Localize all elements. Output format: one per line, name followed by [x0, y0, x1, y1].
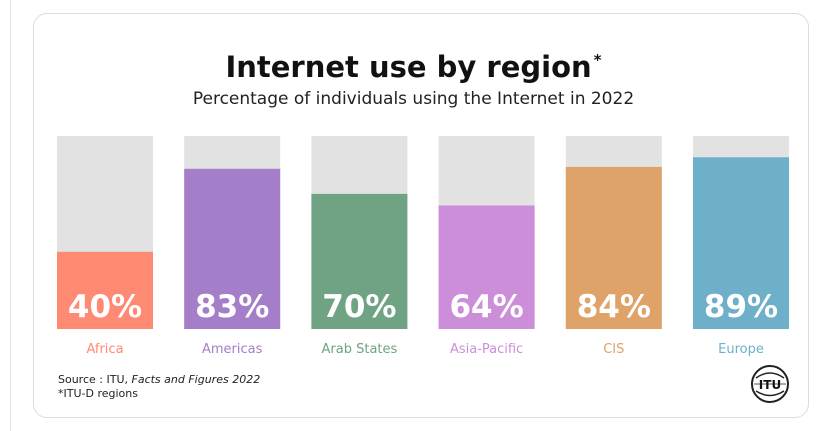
bar: [693, 157, 789, 329]
bar: [311, 193, 408, 329]
source-note: Source : ITU, Facts and Figures 2022: [58, 373, 261, 386]
bar-value-label: 70%: [322, 289, 396, 325]
chart-card: [33, 13, 809, 418]
category-label: Americas: [202, 342, 263, 357]
bar-value-label: 64%: [449, 289, 523, 325]
category-label: Africa: [86, 342, 123, 357]
chart-subtitle: Percentage of individuals using the Inte…: [192, 89, 635, 109]
bar: [565, 166, 662, 329]
regions-note: *ITU-D regions: [58, 387, 138, 400]
category-label: Asia-Pacific: [450, 342, 523, 357]
bar: [438, 205, 535, 329]
bar-value-label: 84%: [577, 289, 651, 325]
itu-logo-text: ITU: [759, 378, 781, 392]
category-label: Europe: [718, 342, 764, 357]
title-footnote-mark: *: [593, 51, 602, 69]
itu-logo-icon: ITU: [751, 365, 789, 403]
category-label: CIS: [603, 342, 624, 357]
bar: [184, 168, 281, 329]
category-label: Arab States: [322, 342, 398, 357]
bar-value-label: 40%: [68, 289, 142, 325]
bar: [57, 251, 153, 329]
left-divider: [10, 0, 11, 431]
bar-value-label: 89%: [704, 289, 778, 325]
chart-title: Internet use by region *: [225, 50, 602, 84]
bar-value-label: 83%: [195, 289, 269, 325]
